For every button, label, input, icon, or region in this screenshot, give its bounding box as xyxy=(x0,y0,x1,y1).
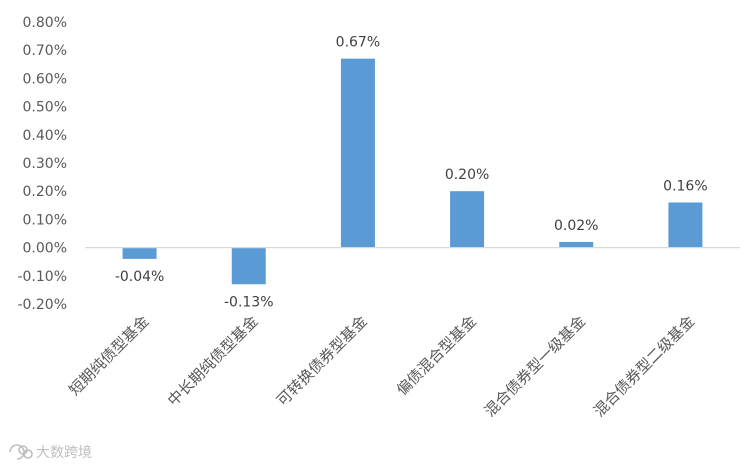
y-tick-label: 0.10% xyxy=(23,212,67,228)
watermark: 大数跨境 xyxy=(6,440,116,464)
data-label: 0.20% xyxy=(445,167,489,183)
category-label: 中长期纯债型基金 xyxy=(164,312,262,410)
watermark-text: 大数跨境 xyxy=(36,445,92,461)
category-label: 混合债券型一级基金 xyxy=(481,312,589,420)
y-tick-label: 0.80% xyxy=(23,15,67,31)
data-label: 0.02% xyxy=(554,218,598,234)
y-tick-label: 0.50% xyxy=(23,100,67,116)
y-tick-label: 0.20% xyxy=(23,184,67,200)
data-labels: -0.04% -0.13% 0.67% 0.20% 0.02% 0.16% xyxy=(115,35,708,311)
bar xyxy=(122,247,157,259)
y-tick-label: 0.60% xyxy=(23,71,67,87)
data-label: 0.67% xyxy=(336,35,380,51)
category-labels: 短期纯债型基金 中长期纯债型基金 可转换债券型基金 偏债混合型基金 混合债券型一级基金混… xyxy=(65,312,698,420)
category-label: 可转换债券型基金 xyxy=(273,312,371,410)
y-tick-label: -0.10% xyxy=(17,269,67,285)
bar xyxy=(668,202,703,248)
watermark-logo-icon xyxy=(9,444,33,460)
y-tick-label: -0.20% xyxy=(17,297,67,313)
data-label: -0.04% xyxy=(115,269,165,285)
y-tick-label: 0.00% xyxy=(23,241,67,257)
bars xyxy=(122,58,703,285)
category-label: 短期纯债型基金 xyxy=(65,312,152,399)
category-label: 混合债券型二级基金 xyxy=(590,312,698,420)
y-axis-ticks: 0.80% 0.70% 0.60% 0.50% 0.40% 0.30% 0.20% 0.10%… xyxy=(17,15,67,313)
bar xyxy=(231,247,266,285)
y-tick-label: 0.70% xyxy=(23,43,67,59)
y-tick-label: 0.30% xyxy=(23,156,67,172)
category-label: 偏债混合型基金 xyxy=(393,312,480,399)
bar xyxy=(450,191,485,248)
data-label: -0.13% xyxy=(224,294,274,310)
data-label: 0.16% xyxy=(663,178,707,194)
bar xyxy=(559,241,594,248)
y-tick-label: 0.40% xyxy=(23,128,67,144)
bar xyxy=(340,58,375,248)
